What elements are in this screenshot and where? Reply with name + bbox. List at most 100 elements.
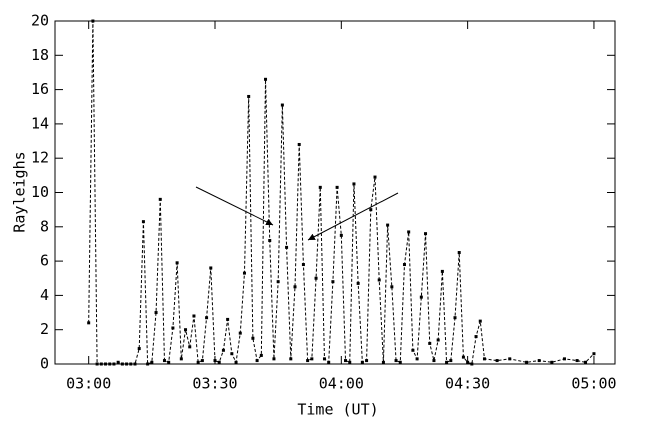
data-point <box>289 357 293 361</box>
data-point <box>373 175 377 179</box>
data-point <box>344 359 348 363</box>
data-point <box>242 271 246 275</box>
data-point <box>137 347 141 351</box>
data-point <box>238 331 242 335</box>
data-point <box>306 359 310 363</box>
data-point <box>453 316 457 320</box>
y-tick-label: 0 <box>40 355 49 373</box>
data-point <box>234 360 238 364</box>
data-point <box>432 359 436 363</box>
data-point <box>104 362 108 366</box>
data-point <box>419 295 423 299</box>
data-point <box>150 360 154 364</box>
data-point <box>470 362 474 366</box>
y-tick-label: 16 <box>31 80 49 98</box>
data-point <box>415 357 419 361</box>
data-point <box>482 357 486 361</box>
data-point <box>285 245 289 249</box>
data-point <box>95 362 99 366</box>
data-point <box>264 77 268 81</box>
data-point <box>247 94 251 98</box>
data-point <box>205 316 209 320</box>
y-tick-label: 20 <box>31 12 49 30</box>
data-point <box>133 362 137 366</box>
data-point <box>327 360 331 364</box>
data-point <box>525 360 529 364</box>
data-point <box>537 359 541 363</box>
data-point <box>255 359 259 363</box>
data-point <box>158 197 162 201</box>
data-point <box>276 280 280 284</box>
data-point <box>175 261 179 265</box>
data-point <box>335 185 339 189</box>
plot-frame <box>54 20 616 365</box>
y-tick-label: 10 <box>31 183 49 201</box>
data-point <box>461 355 465 359</box>
data-point <box>386 223 390 227</box>
data-point <box>213 359 217 363</box>
data-point <box>179 357 183 361</box>
data-point <box>562 357 566 361</box>
data-point <box>449 359 453 363</box>
x-tick-label: 03:30 <box>192 375 237 393</box>
data-point <box>251 336 255 340</box>
data-point <box>440 269 444 273</box>
data-point <box>120 362 124 366</box>
data-point <box>259 353 263 357</box>
data-point <box>280 103 284 107</box>
data-point <box>301 263 305 267</box>
data-point <box>508 357 512 361</box>
y-tick-label: 8 <box>40 217 49 235</box>
data-point <box>272 357 276 361</box>
data-point <box>457 251 461 255</box>
x-tick-label: 05:00 <box>571 375 616 393</box>
data-point <box>394 359 398 363</box>
data-point <box>428 341 432 345</box>
data-point <box>478 319 482 323</box>
y-tick-label: 6 <box>40 252 49 270</box>
data-point <box>495 359 499 363</box>
data-point <box>268 239 272 243</box>
data-point <box>192 314 196 318</box>
data-point <box>196 360 200 364</box>
data-point <box>436 338 440 342</box>
data-point <box>116 360 120 364</box>
data-point <box>171 326 175 330</box>
data-point <box>314 276 318 280</box>
x-tick-label: 03:00 <box>66 375 111 393</box>
x-tick-label: 04:00 <box>319 375 364 393</box>
data-point <box>365 359 369 363</box>
data-point <box>352 182 356 186</box>
data-point <box>230 352 234 356</box>
data-point <box>407 230 411 234</box>
data-point <box>112 362 116 366</box>
data-point <box>474 335 478 339</box>
data-point <box>226 317 230 321</box>
data-point <box>217 360 221 364</box>
data-point <box>125 362 129 366</box>
data-point <box>87 321 91 325</box>
data-point <box>550 360 554 364</box>
x-tick-label: 04:30 <box>445 375 490 393</box>
data-point <box>99 362 103 366</box>
data-point <box>592 352 596 356</box>
data-point <box>188 345 192 349</box>
y-tick-label: 2 <box>40 320 49 338</box>
data-point <box>390 285 394 289</box>
data-point <box>381 360 385 364</box>
data-point <box>331 280 335 284</box>
data-point <box>209 266 213 270</box>
data-point <box>129 362 133 366</box>
data-point <box>411 348 415 352</box>
data-point <box>356 281 360 285</box>
data-point <box>297 142 301 146</box>
data-point <box>91 19 95 23</box>
data-point <box>398 360 402 364</box>
y-tick-label: 18 <box>31 46 49 64</box>
data-point <box>402 263 406 267</box>
data-point <box>146 362 150 366</box>
data-point <box>318 185 322 189</box>
data-point <box>184 328 188 332</box>
arrow <box>195 186 274 226</box>
